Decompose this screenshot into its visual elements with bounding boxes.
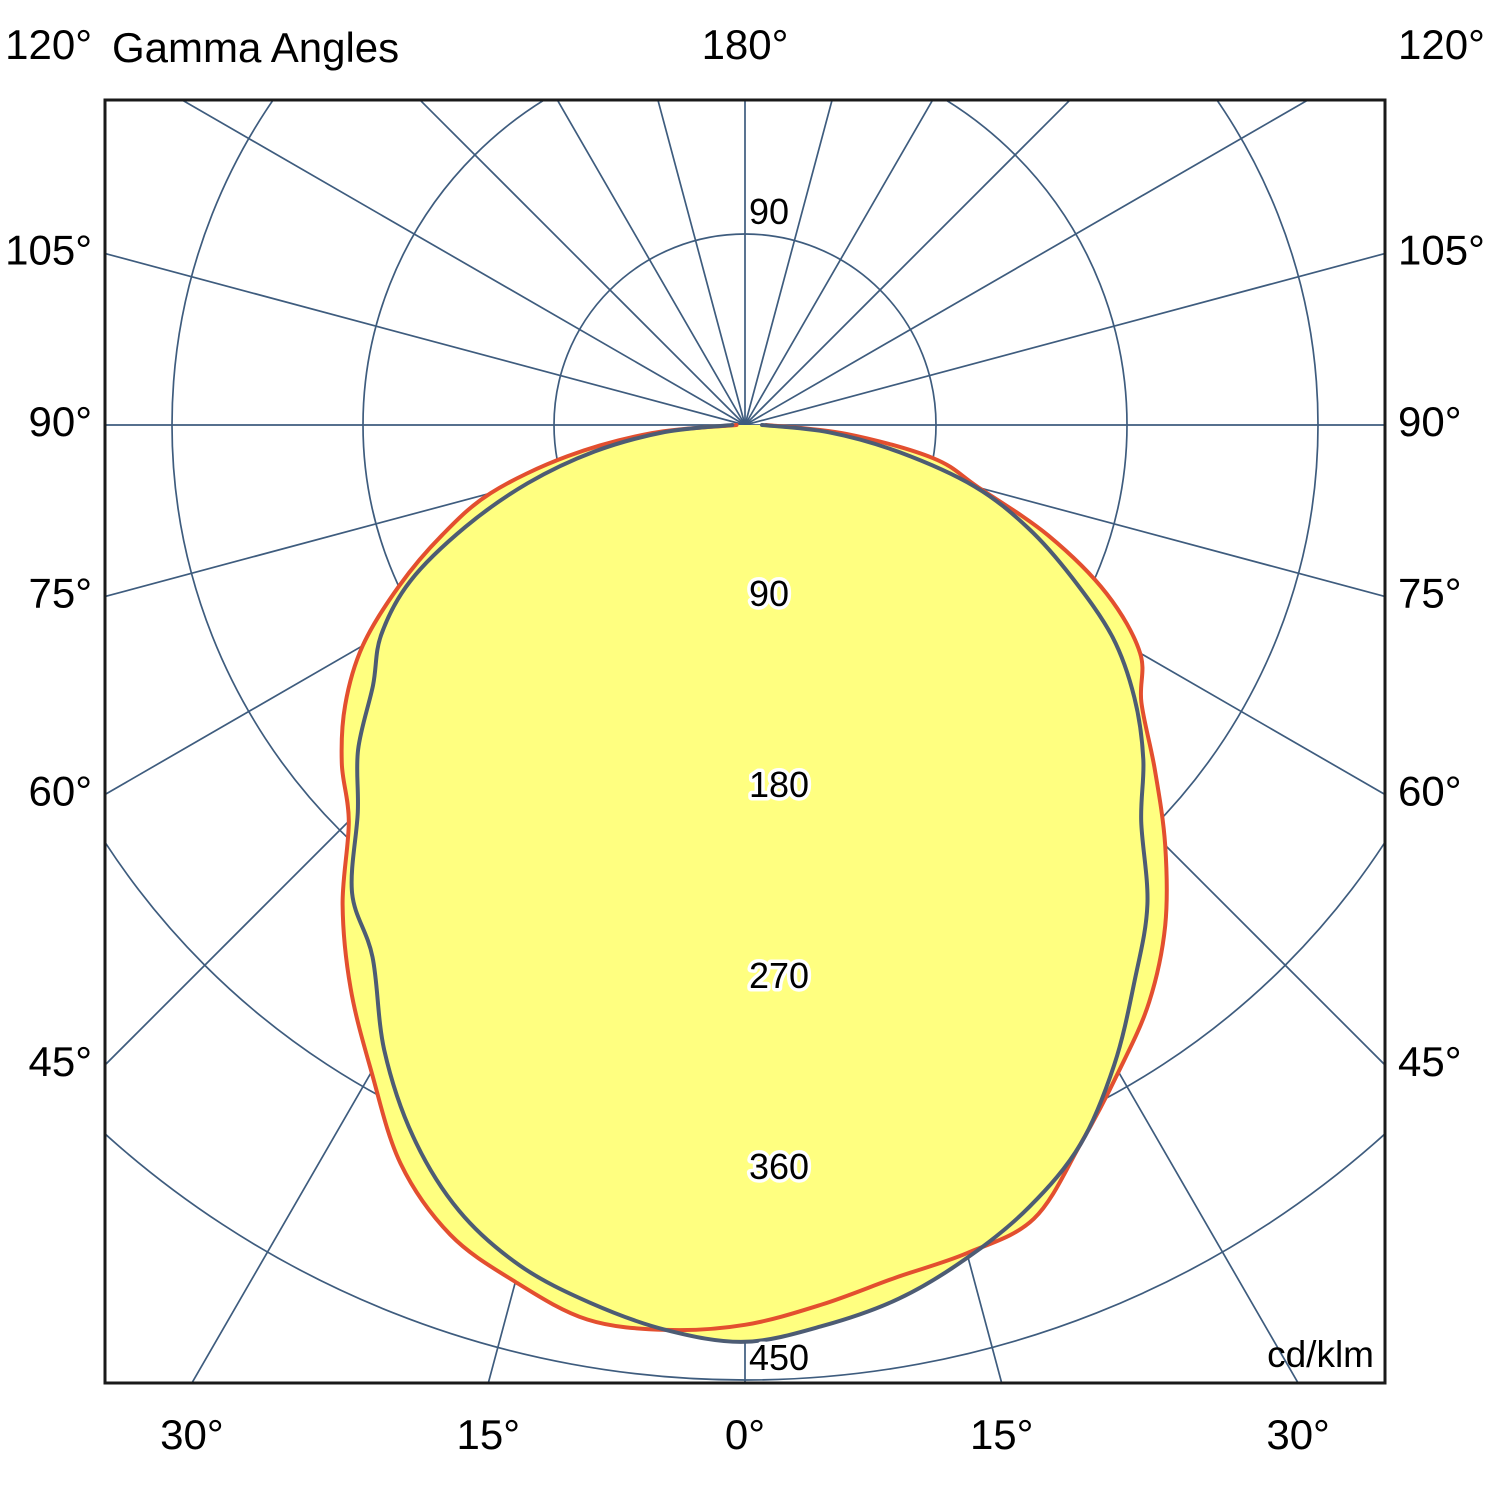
ring-label: 90 bbox=[749, 573, 789, 614]
ring-label: 360 bbox=[749, 1146, 809, 1187]
gamma-label: 15° bbox=[457, 1411, 521, 1458]
dark-curve bbox=[349, 423, 1150, 1344]
gamma-gridline bbox=[105, 252, 746, 426]
ring-value-labels: 90 90 180 270 360 450 bbox=[746, 188, 813, 1382]
ring-label: 450 bbox=[749, 1337, 809, 1378]
gamma-label: 75° bbox=[28, 570, 92, 617]
gamma-label: 0° bbox=[725, 1411, 765, 1458]
gamma-label: 105° bbox=[1398, 227, 1485, 274]
gamma-label: 105° bbox=[5, 227, 92, 274]
gamma-label: 30° bbox=[160, 1411, 224, 1458]
gamma-label: 15° bbox=[970, 1411, 1034, 1458]
plot-frame bbox=[103, 98, 1387, 1385]
gamma-label: 45° bbox=[1398, 1038, 1462, 1085]
ring-label: 270 bbox=[749, 955, 809, 996]
gamma-label: 90° bbox=[1398, 398, 1462, 445]
chart-title: Gamma Angles bbox=[112, 24, 400, 71]
gamma-gridline bbox=[744, 100, 934, 426]
intensity-fill bbox=[341, 425, 1167, 1331]
gamma-label: 90° bbox=[28, 398, 92, 445]
gamma-gridline bbox=[657, 100, 746, 426]
gamma-gridline bbox=[744, 100, 1072, 426]
gamma-label: 60° bbox=[28, 768, 92, 815]
unit-label: cd/klm bbox=[1267, 1334, 1374, 1375]
ring-label: 90 bbox=[749, 191, 789, 232]
gamma-gridline bbox=[556, 100, 746, 426]
gamma-gridline bbox=[744, 252, 1385, 426]
gamma-label: 45° bbox=[28, 1038, 92, 1085]
gamma-label: 120° bbox=[1398, 21, 1485, 68]
gamma-label: 75° bbox=[1398, 570, 1462, 617]
gamma-label: 60° bbox=[1398, 768, 1462, 815]
gamma-label: 120° bbox=[5, 21, 92, 68]
gamma-angle-labels: 180° 120° 105° 90° 75° 60° 45° 120° 105° 90° 75° 60… bbox=[5, 21, 1485, 1458]
gamma-gridline bbox=[418, 100, 746, 426]
ring-label: 180 bbox=[749, 764, 809, 805]
gamma-gridline bbox=[744, 100, 1310, 426]
red-curve bbox=[339, 423, 1169, 1333]
gamma-label: 180° bbox=[702, 21, 789, 68]
gamma-gridline bbox=[180, 100, 746, 426]
gamma-label: 30° bbox=[1266, 1411, 1330, 1458]
gamma-gridline bbox=[744, 424, 1385, 598]
gamma-gridline bbox=[744, 100, 833, 426]
intensity-curves bbox=[339, 423, 1169, 1344]
